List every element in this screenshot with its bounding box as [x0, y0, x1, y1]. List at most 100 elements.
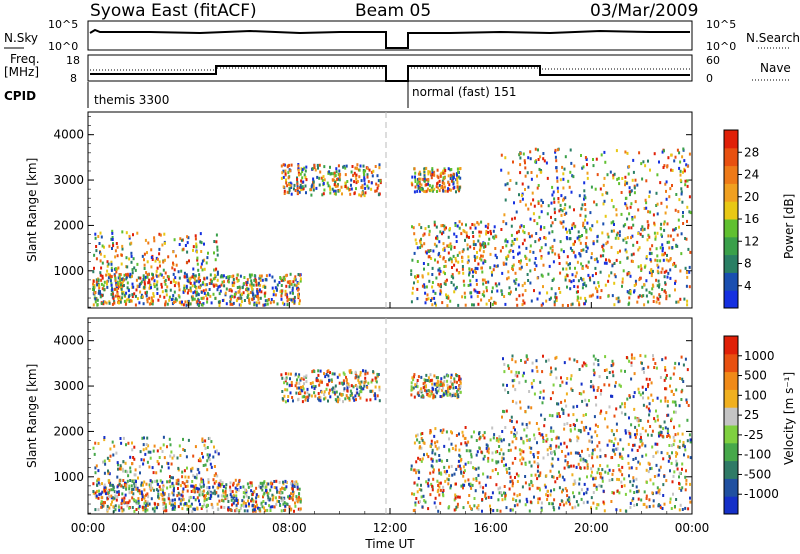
velocity-echo — [496, 450, 499, 454]
power-echo — [581, 234, 583, 237]
power-echo — [429, 249, 432, 252]
power-echo — [636, 240, 639, 244]
velocity-echo — [616, 477, 619, 481]
velocity-echo — [665, 479, 668, 483]
power-echo — [568, 205, 571, 209]
velocity-echo — [152, 449, 155, 453]
power-echo — [447, 180, 450, 184]
velocity-echo — [288, 505, 291, 509]
power-echo — [554, 295, 557, 299]
velocity-echo — [162, 443, 165, 447]
power-echo — [540, 210, 543, 214]
velocity-echo — [278, 480, 281, 484]
power-echo — [611, 264, 614, 268]
power-echo — [212, 277, 215, 281]
power-echo — [109, 274, 112, 278]
power-echo — [205, 288, 208, 292]
velocity-echo — [173, 486, 175, 490]
velocity-echo — [327, 374, 330, 378]
velocity-echo — [456, 502, 459, 506]
velocity-echo — [172, 493, 175, 497]
velocity-echo — [224, 497, 227, 501]
power-echo — [663, 164, 666, 168]
power-echo — [575, 271, 578, 275]
velocity-echo — [253, 504, 256, 508]
velocity-echo — [582, 457, 585, 461]
power-echo — [130, 251, 133, 255]
power-echo — [684, 179, 687, 183]
power-echo — [642, 294, 645, 298]
velocity-echo — [431, 484, 434, 488]
velocity-echo — [446, 387, 449, 391]
power-echo — [245, 287, 248, 291]
velocity-echo — [444, 479, 447, 483]
velocity-echo — [124, 469, 127, 473]
velocity-echo — [545, 474, 548, 478]
power-echo — [482, 242, 485, 245]
power-echo — [143, 258, 145, 262]
power-ytick-label: 4000 — [53, 128, 84, 142]
velocity-echo — [455, 467, 458, 471]
velocity-echo — [216, 507, 219, 511]
power-echo — [159, 233, 162, 237]
velocity-echo — [678, 439, 681, 443]
velocity-echo — [557, 445, 560, 449]
power-echo — [556, 186, 559, 190]
power-echo — [616, 177, 619, 181]
power-echo — [643, 283, 646, 287]
velocity-echo — [612, 491, 615, 495]
velocity-echo — [443, 465, 446, 469]
velocity-echo — [688, 433, 691, 437]
power-echo — [607, 279, 610, 283]
power-echo — [645, 279, 648, 283]
power-echo — [114, 249, 117, 253]
velocity-echo — [553, 508, 556, 512]
velocity-echo — [649, 425, 652, 428]
velocity-echo — [349, 370, 351, 374]
velocity-echo — [601, 476, 604, 480]
velocity-echo — [116, 485, 119, 489]
velocity-echo — [457, 495, 459, 499]
power-echo — [209, 278, 212, 282]
velocity-echo — [351, 393, 353, 397]
power-echo — [197, 298, 200, 302]
power-echo — [481, 266, 483, 270]
power-echo — [480, 258, 483, 262]
power-echo — [580, 207, 583, 211]
power-echo — [569, 148, 572, 152]
power-echo — [444, 264, 447, 268]
power-echo — [298, 299, 301, 303]
power-echo — [670, 153, 673, 157]
power-echo — [640, 264, 642, 268]
velocity-echo — [234, 478, 237, 482]
power-echo — [563, 167, 566, 171]
velocity-echo — [210, 502, 213, 506]
velocity-echo — [446, 383, 449, 387]
velocity-echo — [160, 492, 163, 496]
velocity-echo — [337, 400, 339, 404]
power-echo — [521, 284, 524, 288]
velocity-echo — [178, 444, 181, 448]
velocity-echo — [675, 459, 678, 463]
power-echo — [579, 296, 582, 300]
velocity-echo — [565, 381, 568, 385]
nsky-tick-bottom: 10^0 — [48, 40, 78, 53]
velocity-echo — [333, 372, 336, 376]
velocity-echo — [462, 474, 465, 478]
power-echo — [130, 241, 133, 245]
power-echo — [612, 174, 615, 177]
power-echo — [173, 268, 176, 272]
power-echo — [488, 237, 491, 241]
velocity-echo — [502, 438, 505, 442]
power-echo — [680, 252, 683, 256]
power-echo — [583, 302, 586, 306]
power-echo — [646, 220, 649, 224]
velocity-echo — [269, 505, 272, 509]
velocity-echo — [188, 496, 191, 500]
velocity-echo — [629, 506, 632, 509]
power-echo — [665, 297, 668, 301]
velocity-echo — [579, 466, 582, 470]
power-echo — [629, 289, 632, 293]
velocity-echo — [120, 484, 123, 488]
velocity-echo — [685, 478, 688, 482]
